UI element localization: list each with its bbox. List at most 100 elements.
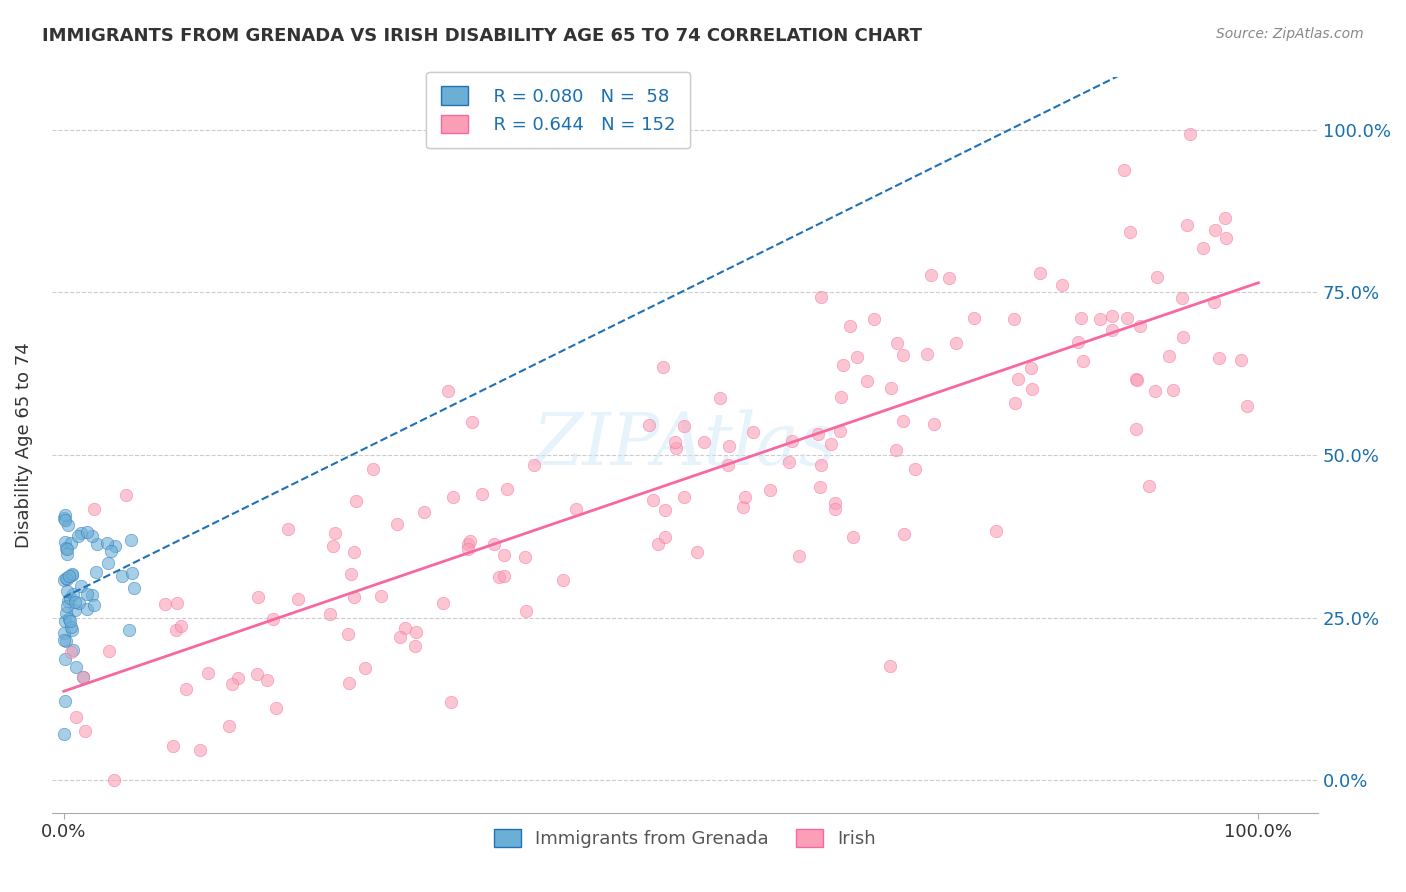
Point — [830, 424, 852, 438]
Point — [174, 681, 197, 696]
Point — [55, 633, 77, 648]
Point — [492, 548, 515, 562]
Point — [1112, 162, 1135, 177]
Point — [845, 350, 868, 364]
Point — [65, 710, 87, 724]
Point — [820, 436, 842, 450]
Point — [63, 595, 86, 609]
Point — [72, 670, 94, 684]
Point — [716, 458, 738, 472]
Point — [1019, 361, 1042, 376]
Point — [405, 624, 427, 639]
Point — [166, 596, 188, 610]
Point — [482, 536, 505, 550]
Point — [53, 727, 76, 741]
Point — [782, 434, 804, 448]
Point — [1004, 396, 1026, 410]
Point — [922, 417, 945, 432]
Point — [824, 502, 846, 516]
Point — [221, 677, 243, 691]
Point — [1137, 479, 1160, 493]
Point — [1171, 329, 1194, 343]
Point — [879, 381, 901, 395]
Point — [52, 626, 75, 640]
Text: IMMIGRANTS FROM GRENADA VS IRISH DISABILITY AGE 65 TO 74 CORRELATION CHART: IMMIGRANTS FROM GRENADA VS IRISH DISABIL… — [42, 27, 922, 45]
Point — [343, 590, 366, 604]
Point — [55, 541, 77, 555]
Point — [884, 443, 907, 458]
Point — [404, 639, 426, 653]
Point — [1029, 266, 1052, 280]
Point — [1215, 231, 1237, 245]
Point — [672, 490, 695, 504]
Point — [492, 569, 515, 583]
Point — [915, 347, 938, 361]
Point — [83, 502, 105, 516]
Point — [394, 621, 416, 635]
Point — [53, 510, 76, 524]
Point — [1128, 318, 1150, 333]
Point — [810, 290, 832, 304]
Point — [664, 435, 686, 450]
Point — [665, 441, 688, 455]
Point — [1101, 309, 1123, 323]
Point — [354, 661, 377, 675]
Point — [115, 488, 138, 502]
Point — [523, 458, 546, 473]
Point — [226, 671, 249, 685]
Point — [86, 537, 108, 551]
Point — [686, 545, 709, 559]
Point — [197, 666, 219, 681]
Point — [59, 620, 82, 634]
Point — [53, 614, 76, 628]
Point — [100, 543, 122, 558]
Point — [97, 556, 120, 570]
Point — [1175, 218, 1198, 232]
Point — [76, 525, 98, 540]
Point — [458, 534, 481, 549]
Point — [654, 503, 676, 517]
Point — [65, 659, 87, 673]
Point — [1070, 311, 1092, 326]
Point — [218, 719, 240, 733]
Point — [56, 572, 79, 586]
Point — [55, 606, 77, 620]
Point — [513, 550, 536, 565]
Point — [891, 348, 914, 362]
Point — [84, 565, 107, 579]
Point — [441, 490, 464, 504]
Point — [471, 487, 494, 501]
Point — [73, 724, 96, 739]
Point — [58, 569, 80, 583]
Point — [641, 493, 664, 508]
Point — [165, 624, 187, 638]
Point — [1192, 241, 1215, 255]
Point — [53, 535, 76, 549]
Point — [118, 624, 141, 638]
Point — [488, 570, 510, 584]
Point — [70, 579, 93, 593]
Point — [515, 605, 537, 619]
Point — [1208, 351, 1230, 365]
Point — [984, 524, 1007, 538]
Point — [963, 310, 986, 325]
Point — [718, 439, 741, 453]
Point — [920, 268, 942, 283]
Point — [361, 462, 384, 476]
Point — [432, 596, 454, 610]
Point — [69, 526, 91, 541]
Point — [56, 517, 79, 532]
Point — [565, 502, 588, 516]
Point — [1118, 226, 1140, 240]
Point — [287, 591, 309, 606]
Text: ZIPAtlas: ZIPAtlas — [533, 410, 837, 481]
Point — [1116, 310, 1139, 325]
Point — [387, 517, 409, 532]
Point — [1088, 311, 1111, 326]
Point — [461, 415, 484, 429]
Point — [904, 462, 927, 476]
Point — [59, 614, 82, 628]
Point — [1143, 384, 1166, 398]
Point — [759, 483, 782, 497]
Point — [155, 597, 177, 611]
